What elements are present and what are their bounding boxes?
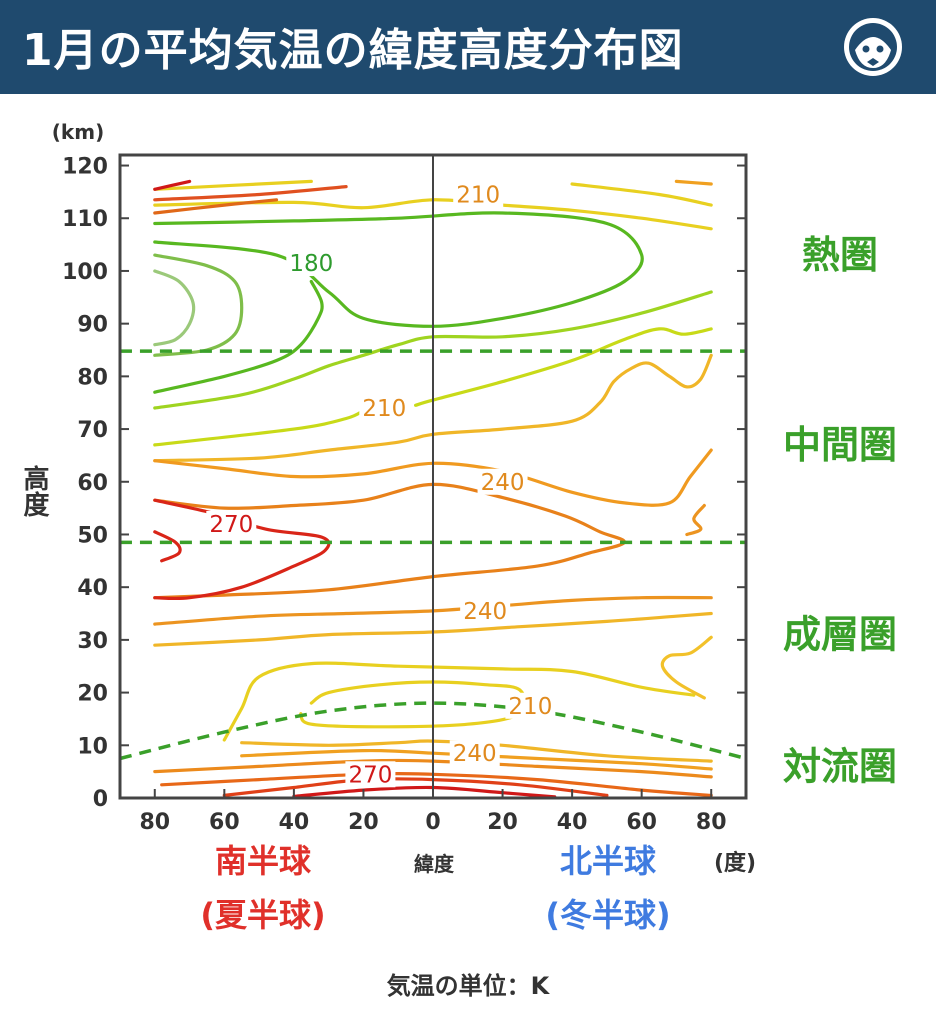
contour-line-210 xyxy=(570,182,713,207)
y-tick-label: 60 xyxy=(77,471,108,496)
contour-label: 240 xyxy=(481,470,525,496)
contour-label: 240 xyxy=(463,599,507,625)
contour-line-230 xyxy=(153,611,713,647)
mascot-face-icon xyxy=(844,18,902,76)
contour-label: 240 xyxy=(453,741,497,767)
contour-line-180 xyxy=(153,211,644,328)
contour-label-bg xyxy=(477,468,528,495)
y-axis-label-text: 高度 xyxy=(19,464,49,518)
layer-name: 成層圏 xyxy=(783,613,897,657)
contour-labels: 210 180 210 240 270 240 210 240 270 xyxy=(206,181,556,788)
contour-line-270 xyxy=(222,777,609,797)
boundary-tropopause xyxy=(119,701,747,761)
layer-name: 熱圏 xyxy=(802,233,878,277)
contour-label-bg xyxy=(206,510,257,537)
layer-name: 対流圏 xyxy=(783,744,897,788)
y-tick-label: 120 xyxy=(62,155,108,180)
contour-label-bg xyxy=(286,250,337,277)
contour-line-180 xyxy=(153,279,324,394)
contour-label-bg xyxy=(505,692,556,719)
x-tick-label: 80 xyxy=(139,810,170,835)
contour-line-200 xyxy=(414,327,713,407)
south-hemisphere-season: (夏半球) xyxy=(200,896,325,934)
contour-label: 210 xyxy=(508,694,552,720)
contour-line-280 xyxy=(292,785,557,799)
x-tick-label: 0 xyxy=(425,810,440,835)
contour-line-250 xyxy=(153,595,713,626)
contour-label: 210 xyxy=(362,396,406,422)
y-tick-label: 40 xyxy=(77,576,108,601)
north-hemisphere-label: 北半球 xyxy=(560,842,657,880)
y-axis-label: 高度 xyxy=(19,464,49,518)
y-tick-label: 30 xyxy=(77,629,108,654)
contour-label: 270 xyxy=(209,512,253,538)
contour-label-bg xyxy=(449,740,500,767)
north-hemisphere-season: (冬半球) xyxy=(545,896,670,934)
contour-line-190 xyxy=(153,290,713,410)
x-tick-label: 20 xyxy=(348,810,379,835)
contour-label-bg xyxy=(460,597,511,624)
contour-label: 210 xyxy=(456,183,500,209)
x-unit-label: (度) xyxy=(714,850,756,876)
contour-line-260 xyxy=(153,179,192,191)
y-tick-label: 100 xyxy=(62,260,108,285)
x-tick-label: 40 xyxy=(557,810,588,835)
contour-label-bg xyxy=(345,761,396,788)
y-unit-label: (km) xyxy=(52,120,104,144)
y-tick-label: 80 xyxy=(77,365,108,390)
contour-label-bg xyxy=(359,394,410,421)
contour-line-230 xyxy=(674,179,713,186)
y-tick-label: 0 xyxy=(93,787,108,812)
contour-line-200 xyxy=(299,680,527,729)
contour-label: 180 xyxy=(289,251,333,277)
contour-line-160 xyxy=(153,269,196,347)
chart-area: 210 180 210 240 270 240 210 240 270 0 10 20 30 40 50 6… xyxy=(19,120,897,934)
contour-label-bg xyxy=(453,181,504,208)
contour-line-210 xyxy=(222,661,696,742)
contour-line-220 xyxy=(660,635,713,700)
x-tick-label: 40 xyxy=(279,810,310,835)
page-title: 1月の平均気温の緯度高度分布図 xyxy=(22,25,684,76)
contour-line-250 xyxy=(685,503,706,537)
y-tick-label: 70 xyxy=(77,418,108,443)
y-tick-label: 50 xyxy=(77,523,108,548)
contour-line-220 xyxy=(153,185,348,202)
unit-note: 気温の単位：K xyxy=(386,972,550,1000)
y-tick-label: 110 xyxy=(62,207,108,232)
x-tick-label: 80 xyxy=(696,810,727,835)
contour-line-220 xyxy=(153,353,713,463)
header-bar: 1月の平均気温の緯度高度分布図 xyxy=(0,0,936,94)
x-tick-label: 20 xyxy=(487,810,518,835)
y-tick-label: 10 xyxy=(77,734,108,759)
contour-line-210 xyxy=(153,179,313,191)
contour-line-200 xyxy=(153,409,365,447)
contour-line-240 xyxy=(153,482,626,600)
contour-line-230 xyxy=(240,739,713,763)
x-tick-label: 60 xyxy=(209,810,240,835)
y-tick-label: 20 xyxy=(77,682,108,707)
south-hemisphere-label: 南半球 xyxy=(215,842,312,880)
x-axis-label: 緯度 xyxy=(414,852,455,876)
y-tick-label: 90 xyxy=(77,313,108,338)
x-tick-label: 60 xyxy=(626,810,657,835)
contour-lines xyxy=(153,179,713,799)
layer-boundaries xyxy=(119,349,747,761)
contour-label: 270 xyxy=(348,762,392,788)
layer-name: 中間圏 xyxy=(783,423,897,467)
contour-line-270 xyxy=(153,530,182,563)
contour-line-170 xyxy=(153,253,244,357)
axis-ticks: 0 10 20 30 40 50 60 70 80 90 100 110 120 80 60 40 20 0 20 4… xyxy=(62,155,746,835)
contour-line-240 xyxy=(153,198,279,215)
